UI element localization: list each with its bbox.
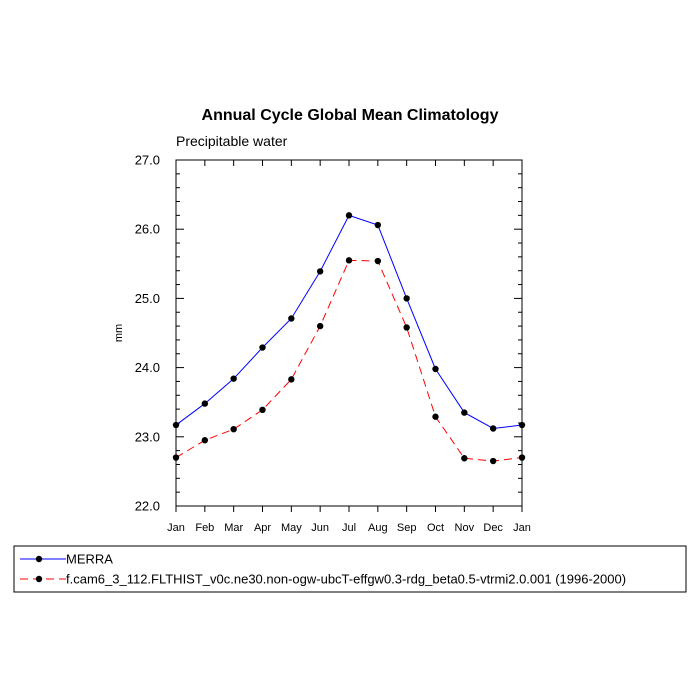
data-point — [518, 454, 526, 461]
data-point — [230, 425, 237, 433]
data-point — [172, 454, 180, 461]
data-point — [489, 457, 497, 465]
data-point — [432, 365, 439, 373]
x-tick-label: Dec — [483, 522, 503, 534]
data-point — [403, 324, 410, 331]
data-point — [316, 322, 324, 330]
x-tick-label: Jan — [167, 522, 185, 534]
data-point — [288, 376, 295, 383]
y-tick-label: 25.0 — [135, 291, 160, 306]
x-tick-label: May — [281, 522, 302, 534]
legend: MERRA f.cam6_3_112.FLTHIST_v0c.ne30.non-o… — [13, 545, 687, 593]
data-point — [345, 212, 353, 219]
chart-subtitle: Precipitable water — [176, 133, 288, 149]
chart-title: Annual Cycle Global Mean Climatology — [202, 107, 499, 124]
y-tick-label: 24.0 — [135, 360, 160, 375]
data-point — [489, 425, 497, 432]
data-point — [316, 268, 324, 275]
legend-marker — [35, 555, 43, 563]
legend-label: MERRA — [66, 552, 113, 567]
legend-label: f.cam6_3_112.FLTHIST_v0c.ne30.non-ogw-ub… — [66, 572, 626, 587]
data-point — [201, 400, 209, 407]
series-line — [175, 214, 523, 430]
x-tick-label: Aug — [368, 522, 388, 534]
x-tick-label: Feb — [195, 522, 214, 534]
y-tick-label: 26.0 — [135, 222, 160, 237]
data-point — [461, 455, 468, 462]
data-point — [461, 409, 468, 416]
legend-marker — [35, 575, 43, 583]
x-tick-label: Jul — [342, 522, 356, 534]
data-point — [230, 375, 237, 382]
y-tick-label: 23.0 — [135, 429, 160, 444]
x-tick-label: Sep — [397, 522, 417, 534]
data-point — [172, 421, 180, 429]
data-point — [201, 437, 209, 444]
y-tick-label: 22.0 — [135, 499, 160, 514]
data-point — [345, 257, 353, 264]
data-point — [374, 257, 382, 265]
data-point — [259, 406, 266, 414]
data-point — [259, 344, 266, 351]
y-axis-label: mm — [113, 324, 125, 342]
data-point — [403, 295, 410, 302]
x-tick-label: Oct — [427, 522, 444, 534]
series-line — [175, 259, 523, 462]
plot-frame — [175, 159, 523, 507]
y-tick-label: 27.0 — [135, 153, 160, 168]
data-point — [288, 315, 295, 322]
data-point — [432, 413, 439, 420]
x-tick-label: Mar — [224, 522, 243, 534]
x-tick-label: Jun — [311, 522, 329, 534]
x-tick-label: Jan — [513, 522, 531, 534]
x-tick-label: Apr — [254, 522, 271, 534]
series-layer — [172, 212, 526, 465]
legend-box — [13, 545, 687, 593]
data-point — [518, 421, 526, 429]
data-point — [374, 221, 382, 229]
y-axis: 22.0 23.0 24.0 25.0 26.0 27.0 — [135, 153, 522, 514]
x-axis: Jan Feb Mar Apr May Jun Jul Aug Sep Oct Nov Dec Jan — [167, 160, 531, 534]
x-tick-label: Nov — [455, 522, 475, 534]
